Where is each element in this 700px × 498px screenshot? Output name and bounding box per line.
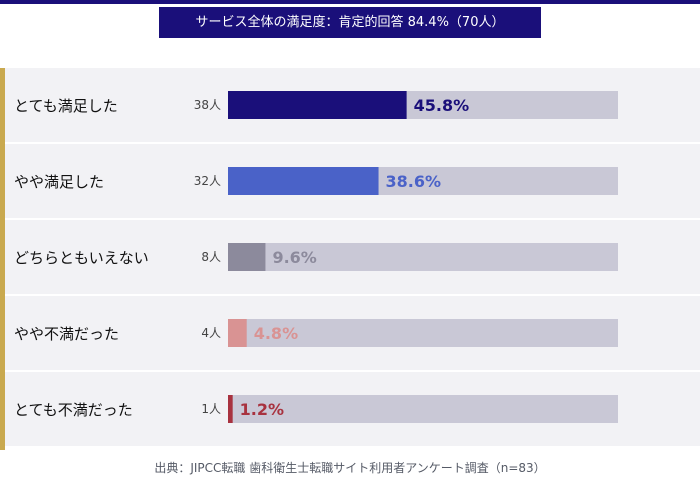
chart-title: サービス全体の満足度：肯定的回答 84.4%（70人）: [159, 7, 541, 38]
bar-track: [228, 243, 618, 271]
accent-bar: [0, 68, 5, 450]
source-note: 出典：JIPCC転職 歯科衛生士転職サイト利用者アンケート調査（n=83）: [154, 461, 546, 475]
bar: [228, 91, 407, 119]
category-label: とても満足した: [14, 97, 118, 115]
value-label: 38.6%: [386, 172, 442, 191]
value-label: 9.6%: [272, 248, 316, 267]
count-label: 38人: [194, 98, 221, 112]
value-label: 4.8%: [254, 324, 298, 343]
category-label: とても不満だった: [14, 401, 133, 419]
category-label: どちらともいえない: [14, 249, 149, 267]
count-label: 1人: [201, 402, 221, 416]
bar: [228, 319, 247, 347]
count-label: 4人: [201, 326, 221, 340]
count-label: 8人: [201, 250, 221, 264]
bar: [228, 167, 379, 195]
bar-track: [228, 319, 618, 347]
chart-area: とても満足した 38人 45.8% やや満足した 32人 38.6% どちらともいえない 8人…: [0, 68, 700, 450]
bar-chart: とても満足した 38人 45.8% やや満足した 32人 38.6% どちらともいえない 8人…: [0, 68, 700, 450]
top-rule: [0, 0, 700, 4]
count-label: 32人: [194, 174, 221, 188]
bar-track: [228, 395, 618, 423]
value-label: 45.8%: [414, 96, 470, 115]
category-label: やや満足した: [14, 173, 104, 191]
value-label: 1.2%: [240, 400, 284, 419]
bar: [228, 395, 233, 423]
category-label: やや不満だった: [14, 325, 119, 343]
bar: [228, 243, 266, 271]
